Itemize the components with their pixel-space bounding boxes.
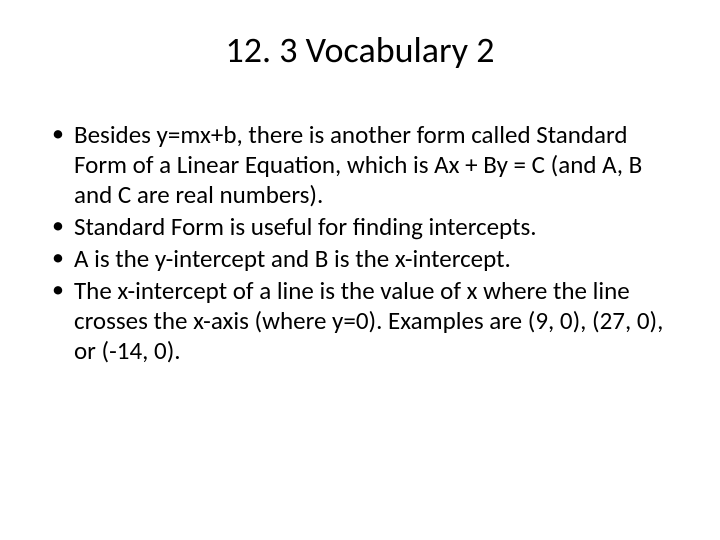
- list-item: A is the y-intercept and B is the x-inte…: [48, 244, 672, 274]
- bullet-list: Besides y=mx+b, there is another form ca…: [48, 120, 672, 366]
- list-item: Standard Form is useful for finding inte…: [48, 212, 672, 242]
- list-item: Besides y=mx+b, there is another form ca…: [48, 120, 672, 210]
- slide-container: 12. 3 Vocabulary 2 Besides y=mx+b, there…: [0, 0, 720, 540]
- slide-title: 12. 3 Vocabulary 2: [48, 28, 672, 72]
- list-item: The x-intercept of a line is the value o…: [48, 276, 672, 366]
